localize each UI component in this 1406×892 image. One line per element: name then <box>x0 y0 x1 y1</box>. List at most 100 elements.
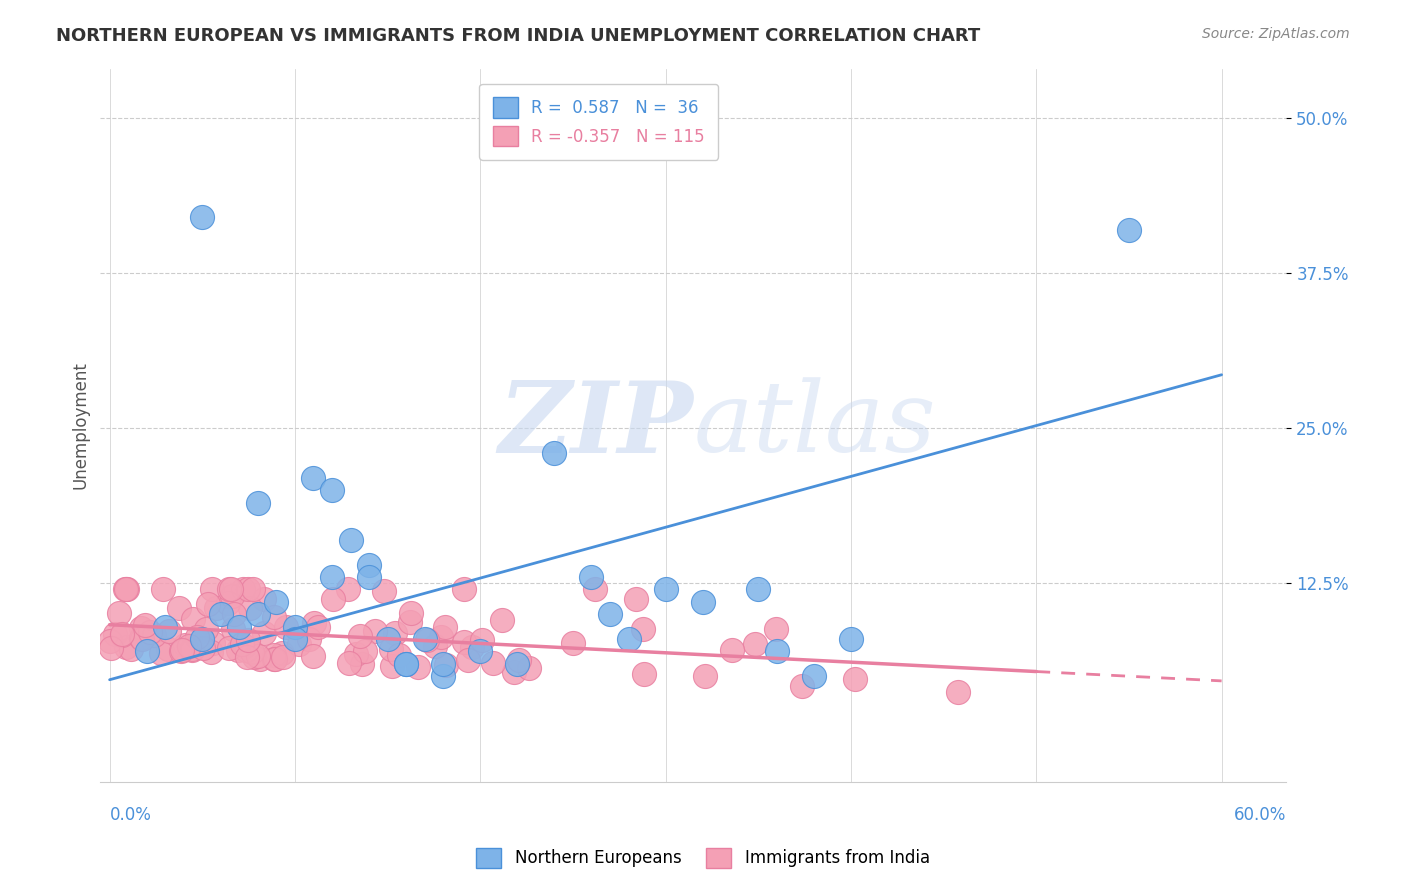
Point <box>197 597 219 611</box>
Point <box>307 620 329 634</box>
Point <box>321 570 343 584</box>
Text: Source: ZipAtlas.com: Source: ZipAtlas.com <box>1202 27 1350 41</box>
Point <box>399 606 422 620</box>
Point <box>517 661 540 675</box>
Point <box>461 640 484 655</box>
Text: NORTHERN EUROPEAN VS IMMIGRANTS FROM INDIA UNEMPLOYMENT CORRELATION CHART: NORTHERN EUROPEAN VS IMMIGRANTS FROM IND… <box>56 27 980 45</box>
Point <box>321 483 343 498</box>
Point <box>562 636 585 650</box>
Point <box>231 636 253 650</box>
Point <box>434 658 457 673</box>
Y-axis label: Unemployment: Unemployment <box>72 361 89 489</box>
Point <box>235 643 257 657</box>
Point <box>219 582 242 597</box>
Point <box>155 619 177 633</box>
Point <box>236 582 259 597</box>
Point <box>191 632 214 646</box>
Point <box>152 582 174 597</box>
Point <box>193 641 215 656</box>
Point <box>583 582 606 597</box>
Point <box>183 612 205 626</box>
Point <box>201 582 224 597</box>
Point <box>654 582 676 597</box>
Point <box>948 685 970 699</box>
Point <box>236 649 259 664</box>
Point <box>631 622 654 636</box>
Point <box>264 652 287 666</box>
Point <box>249 652 271 666</box>
Point <box>617 632 640 646</box>
Point <box>200 645 222 659</box>
Point <box>349 629 371 643</box>
Point <box>270 646 292 660</box>
Point <box>217 596 239 610</box>
Point <box>100 641 122 656</box>
Point <box>129 632 152 646</box>
Point <box>222 622 245 636</box>
Point <box>336 582 359 597</box>
Point <box>266 595 288 609</box>
Point <box>131 632 153 646</box>
Legend: R =  0.587   N =  36, R = -0.357   N = 115: R = 0.587 N = 36, R = -0.357 N = 115 <box>479 84 718 160</box>
Point <box>457 653 479 667</box>
Point <box>363 624 385 638</box>
Point <box>425 639 447 653</box>
Point <box>453 582 475 597</box>
Point <box>399 615 422 629</box>
Point <box>276 620 298 634</box>
Point <box>433 620 456 634</box>
Point <box>157 624 180 638</box>
Point <box>191 211 214 225</box>
Point <box>352 657 374 671</box>
Point <box>503 665 526 680</box>
Point <box>284 632 307 646</box>
Point <box>747 582 769 597</box>
Point <box>432 669 454 683</box>
Point <box>481 656 503 670</box>
Point <box>114 582 136 597</box>
Point <box>174 639 197 653</box>
Point <box>135 644 157 658</box>
Point <box>844 673 866 687</box>
Point <box>142 628 165 642</box>
Point <box>246 607 269 622</box>
Point <box>430 630 453 644</box>
Point <box>205 600 228 615</box>
Point <box>413 632 436 646</box>
Point <box>543 446 565 460</box>
Point <box>471 632 494 647</box>
Point <box>232 639 254 653</box>
Text: atlas: atlas <box>693 377 936 473</box>
Point <box>134 618 156 632</box>
Point <box>344 648 367 662</box>
Point <box>765 644 787 658</box>
Point <box>195 622 218 636</box>
Point <box>626 591 648 606</box>
Point <box>1118 223 1140 237</box>
Point <box>242 582 264 597</box>
Point <box>180 642 202 657</box>
Point <box>263 652 285 666</box>
Point <box>744 638 766 652</box>
Point <box>432 657 454 671</box>
Point <box>287 637 309 651</box>
Point <box>186 631 208 645</box>
Point <box>108 607 131 621</box>
Point <box>339 533 361 547</box>
Point <box>218 582 240 597</box>
Point <box>508 653 530 667</box>
Point <box>243 650 266 665</box>
Text: ZIP: ZIP <box>498 376 693 474</box>
Point <box>115 640 138 654</box>
Point <box>416 633 439 648</box>
Point <box>491 613 513 627</box>
Point <box>263 648 285 662</box>
Point <box>167 600 190 615</box>
Point <box>98 634 121 648</box>
Point <box>180 641 202 656</box>
Point <box>693 669 716 683</box>
Point <box>120 641 142 656</box>
Point <box>218 640 240 655</box>
Point <box>337 656 360 670</box>
Point <box>246 495 269 509</box>
